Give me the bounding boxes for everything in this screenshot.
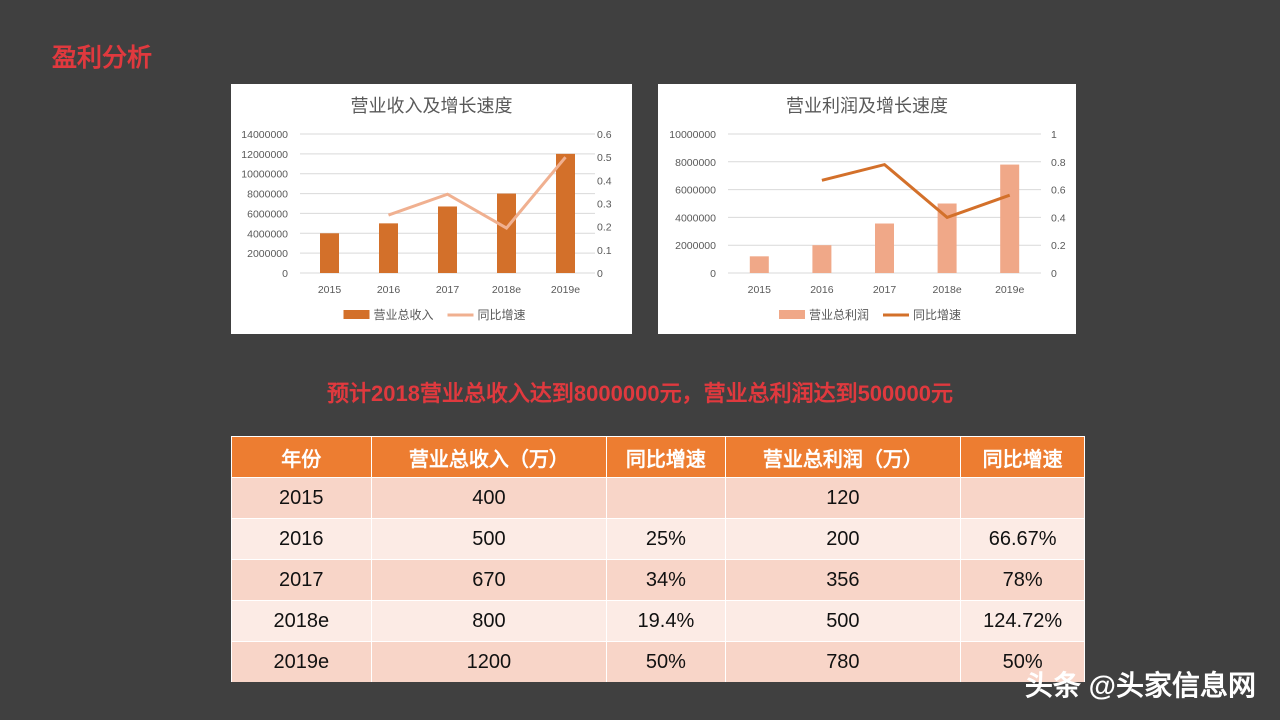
column-header: 营业总利润（万）	[724, 436, 962, 478]
table-cell: 78%	[960, 559, 1085, 601]
table-cell: 120	[724, 477, 962, 519]
table-cell: 66.67%	[960, 518, 1085, 560]
table-cell: 2015	[231, 477, 372, 519]
table-row: 2018e 800 19.4% 500 124.72%	[231, 600, 1085, 642]
profit-chart: 营业利润及增长速度 0 2000000 4000000 6000000 8000000 10…	[658, 84, 1076, 334]
table-cell: 19.4%	[606, 600, 726, 642]
table-cell: 670	[370, 559, 608, 601]
y-left-tick: 6000000	[247, 208, 288, 220]
table-cell	[960, 477, 1085, 519]
table-row: 2017 670 34% 356 78%	[231, 559, 1085, 601]
y-left-tick: 0	[710, 268, 716, 280]
data-table: 年份 营业总收入（万） 同比增速 营业总利润（万） 同比增速 2015 400 120 201…	[231, 436, 1085, 682]
legend-bar-swatch	[779, 310, 805, 319]
revenue-chart: 营业收入及增长速度 0 2000000 4000000 6000000 8000000 10…	[231, 84, 632, 334]
y-left-tick: 4000000	[675, 212, 716, 224]
table-cell: 2017	[231, 559, 372, 601]
x-tick: 2019e	[551, 284, 580, 296]
bar	[320, 233, 339, 273]
y-right-tick: 1	[1051, 129, 1057, 141]
table-cell	[606, 477, 726, 519]
x-tick: 2015	[748, 284, 772, 296]
table-row: 2019e 1200 50% 780 50%	[231, 641, 1085, 682]
x-tick: 2019e	[995, 284, 1024, 296]
table-cell: 500	[370, 518, 608, 560]
column-header: 营业总收入（万）	[370, 436, 608, 478]
y-left-tick: 2000000	[675, 240, 716, 252]
y-right-tick: 0.3	[597, 199, 612, 211]
watermark: 头条 @头家信息网	[1024, 670, 1256, 701]
legend-bar-swatch	[343, 310, 370, 319]
column-header: 同比增速	[606, 436, 726, 478]
table-cell: 500	[724, 600, 962, 642]
legend-bar-label: 营业总收入	[374, 308, 434, 322]
y-right-tick: 0	[597, 268, 603, 280]
legend-bar-label: 营业总利润	[809, 308, 869, 322]
y-right-tick: 0.1	[597, 245, 612, 257]
legend-line-label: 同比增速	[478, 308, 526, 322]
y-left-tick: 8000000	[675, 157, 716, 169]
y-left-tick: 0	[282, 268, 288, 280]
table-header-row: 年份 营业总收入（万） 同比增速 营业总利润（万） 同比增速	[231, 436, 1085, 478]
x-tick: 2015	[318, 284, 342, 296]
table-cell: 400	[370, 477, 608, 519]
table-cell: 2018e	[231, 600, 372, 642]
bar	[937, 203, 957, 273]
table-cell: 1200	[370, 641, 608, 682]
bar	[749, 256, 769, 273]
bar	[556, 153, 575, 273]
bar	[438, 206, 457, 273]
table-row: 2016 500 25% 200 66.67%	[231, 518, 1085, 560]
summary-text: 预计2018营业总收入达到8000000元，营业总利润达到500000元	[326, 381, 953, 406]
table-cell: 356	[724, 559, 962, 601]
y-right-tick: 0	[1051, 268, 1057, 280]
x-tick: 2017	[873, 284, 897, 296]
table-cell: 50%	[606, 641, 726, 682]
bar	[379, 223, 398, 273]
y-right-tick: 0.2	[1051, 240, 1066, 252]
table-cell: 25%	[606, 518, 726, 560]
y-right-tick: 0.4	[597, 175, 612, 187]
x-tick: 2017	[436, 284, 460, 296]
x-tick: 2018e	[932, 284, 961, 296]
table-cell: 2019e	[231, 641, 372, 682]
y-left-tick: 8000000	[247, 189, 288, 201]
table-cell: 50%	[960, 641, 1085, 682]
bar	[497, 193, 516, 273]
y-right-tick: 0.8	[1051, 157, 1066, 169]
y-left-tick: 4000000	[247, 228, 288, 240]
chart-title: 营业利润及增长速度	[786, 96, 948, 116]
y-right-tick: 0.4	[1051, 212, 1066, 224]
column-header: 同比增速	[960, 436, 1085, 478]
y-left-tick: 12000000	[241, 149, 288, 161]
y-left-tick: 10000000	[241, 169, 288, 181]
column-header: 年份	[231, 436, 372, 478]
x-tick: 2016	[377, 284, 401, 296]
table-cell: 200	[724, 518, 962, 560]
bar	[875, 223, 894, 273]
y-right-tick: 0.6	[1051, 185, 1066, 197]
table-cell: 2016	[231, 518, 372, 560]
chart-title: 营业收入及增长速度	[351, 96, 513, 116]
table-cell: 124.72%	[960, 600, 1085, 642]
slide-title: 盈利分析	[52, 44, 153, 72]
y-right-tick: 0.5	[597, 152, 612, 164]
y-left-tick: 6000000	[675, 185, 716, 197]
growth-line	[821, 162, 1011, 220]
y-right-tick: 0.6	[597, 129, 612, 141]
y-left-tick: 14000000	[241, 129, 288, 141]
x-tick: 2016	[810, 284, 834, 296]
y-left-tick: 2000000	[247, 248, 288, 260]
bar	[812, 245, 832, 273]
y-right-tick: 0.2	[597, 222, 612, 234]
legend-line-label: 同比增速	[913, 308, 961, 322]
y-left-tick: 10000000	[669, 129, 716, 141]
table-cell: 34%	[606, 559, 726, 601]
growth-line	[388, 156, 567, 230]
table-cell: 780	[724, 641, 962, 682]
x-tick: 2018e	[492, 284, 521, 296]
table-row: 2015 400 120	[231, 477, 1085, 519]
bar	[1000, 164, 1020, 273]
table-cell: 800	[370, 600, 608, 642]
